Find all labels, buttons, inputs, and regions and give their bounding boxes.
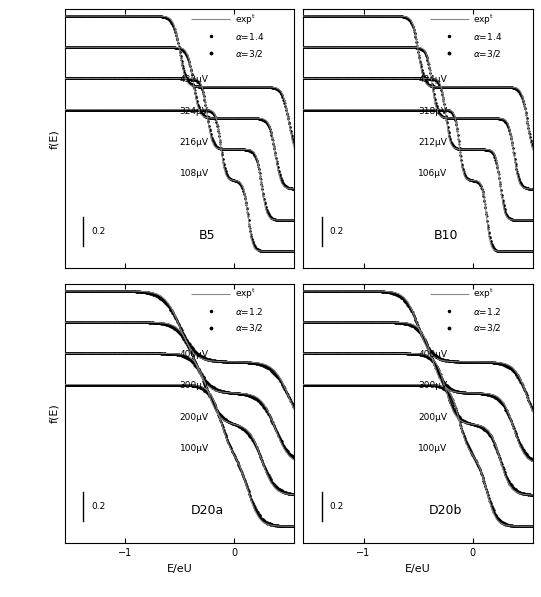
Text: B5: B5 (199, 229, 215, 242)
Text: $\alpha$=3/2: $\alpha$=3/2 (235, 48, 263, 59)
Text: 300μV: 300μV (180, 381, 209, 390)
Text: 0.2: 0.2 (329, 502, 344, 511)
Text: exp$^{\rm t}$: exp$^{\rm t}$ (473, 287, 494, 301)
Text: 400μV: 400μV (180, 350, 209, 359)
Text: 324μV: 324μV (180, 106, 208, 115)
Text: 300μV: 300μV (418, 381, 447, 390)
Text: 106μV: 106μV (418, 169, 447, 178)
Text: exp$^{\rm t}$: exp$^{\rm t}$ (235, 12, 256, 26)
Text: $\alpha$=3/2: $\alpha$=3/2 (473, 322, 502, 334)
Text: D20b: D20b (429, 504, 463, 518)
Text: exp$^{\rm t}$: exp$^{\rm t}$ (235, 287, 256, 301)
Text: 100μV: 100μV (180, 444, 209, 453)
Text: 424μV: 424μV (418, 75, 447, 84)
Text: 200μV: 200μV (180, 413, 209, 421)
Text: 0.2: 0.2 (91, 227, 105, 236)
Text: 432μV: 432μV (180, 75, 208, 84)
Text: 0.2: 0.2 (91, 502, 105, 511)
Text: 200μV: 200μV (418, 413, 447, 421)
Text: $\alpha$=1.2: $\alpha$=1.2 (235, 306, 263, 316)
Text: 216μV: 216μV (180, 138, 209, 147)
Y-axis label: f(E): f(E) (49, 404, 60, 423)
X-axis label: E/eU: E/eU (405, 564, 431, 574)
Text: exp$^{\rm t}$: exp$^{\rm t}$ (473, 12, 494, 26)
Text: D20a: D20a (190, 504, 224, 518)
Text: 400μV: 400μV (418, 350, 447, 359)
Text: B10: B10 (433, 229, 458, 242)
Text: 318μV: 318μV (418, 106, 447, 115)
Y-axis label: f(E): f(E) (49, 129, 60, 149)
X-axis label: E/eU: E/eU (167, 564, 193, 574)
Text: $\alpha$=1.4: $\alpha$=1.4 (473, 30, 503, 42)
Text: 100μV: 100μV (418, 444, 447, 453)
Text: 108μV: 108μV (180, 169, 209, 178)
Text: $\alpha$=1.4: $\alpha$=1.4 (235, 30, 264, 42)
Text: $\alpha$=1.2: $\alpha$=1.2 (473, 306, 502, 316)
Text: $\alpha$=3/2: $\alpha$=3/2 (235, 322, 263, 334)
Text: 0.2: 0.2 (329, 227, 344, 236)
Text: $\alpha$=3/2: $\alpha$=3/2 (473, 48, 502, 59)
Text: 212μV: 212μV (418, 138, 447, 147)
